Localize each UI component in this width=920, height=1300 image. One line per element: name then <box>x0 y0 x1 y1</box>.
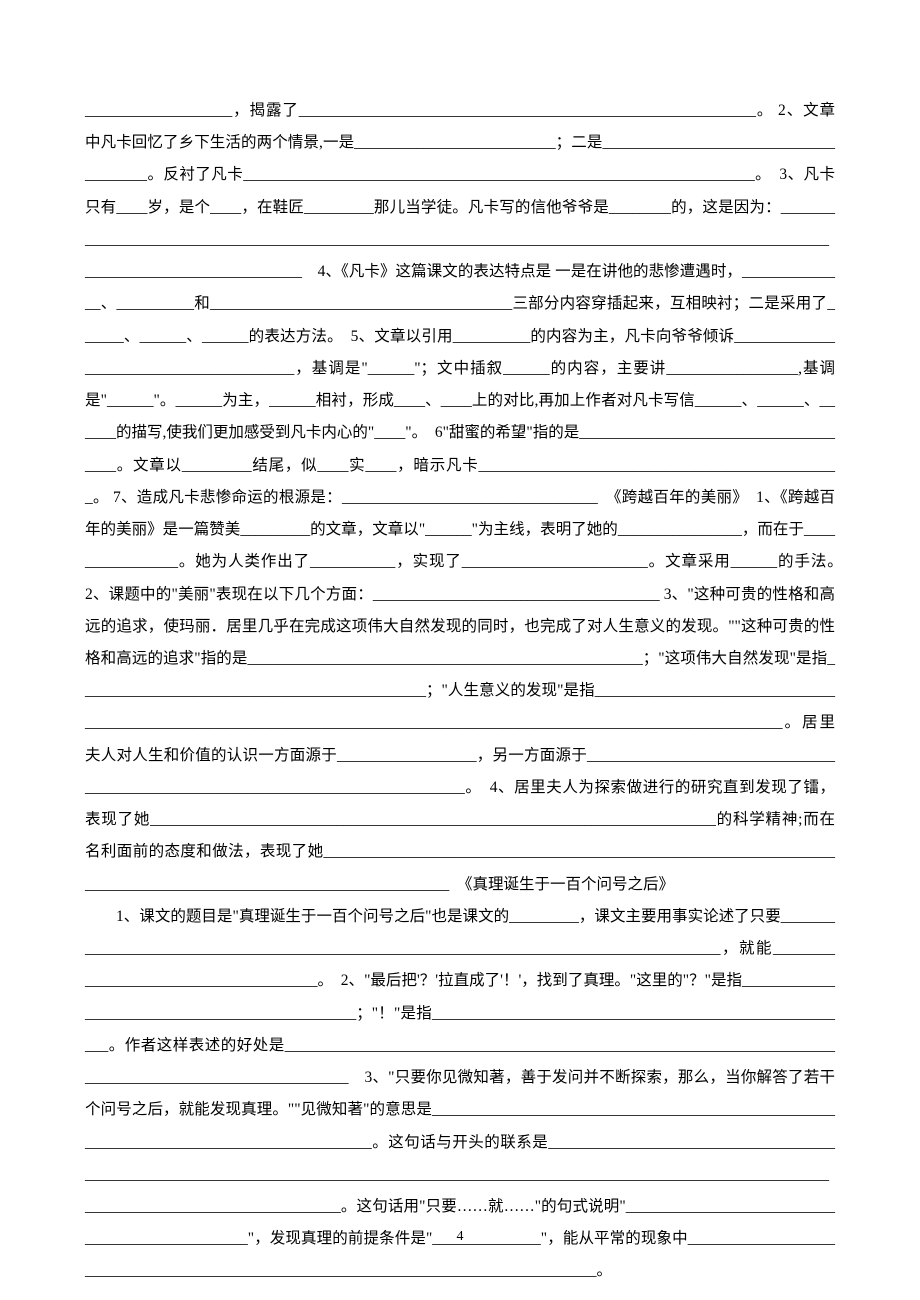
body-paragraph-2: 1、课文的题目是"真理诞生于一百个问号之后"也是课文的_________，课文主… <box>85 908 835 1280</box>
page-number: 4 <box>457 1229 464 1245</box>
worksheet-body: ___________________，揭露了_________________… <box>85 95 835 1288</box>
body-paragraph-1: ___________________，揭露了_________________… <box>85 102 851 893</box>
